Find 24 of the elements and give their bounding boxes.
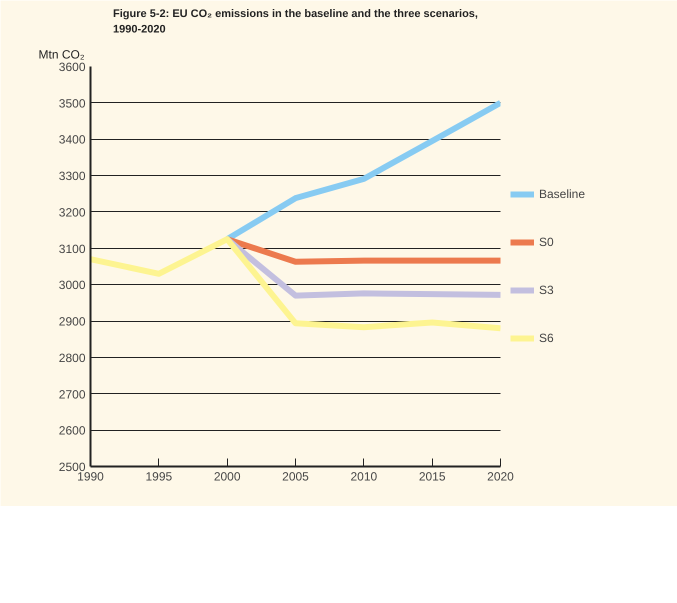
y-tick-label: 2600: [58, 424, 86, 438]
x-tick-label: 2000: [214, 470, 241, 484]
y-tick-label: 3400: [58, 132, 86, 147]
legend-label: S6: [539, 331, 555, 345]
y-tick-label: 3600: [58, 60, 86, 74]
x-tick-label: 2015: [418, 470, 446, 484]
chart-title: Figure 5-2: EU CO₂ emissions in the baseline and the three scenarios, 1990-2020: [113, 8, 478, 36]
y-tick-label: 3100: [58, 242, 86, 256]
x-tick-label: 2010: [350, 470, 378, 484]
x-tick-label: 1990: [77, 470, 104, 484]
x-tick-label: 2005: [282, 470, 310, 484]
x-tick-label: 2020: [487, 470, 514, 484]
y-tick-label: 2800: [58, 350, 86, 365]
y-tick-label: 3200: [58, 205, 86, 220]
y-tick-label: 3500: [58, 96, 86, 110]
legend-label: S0: [539, 235, 555, 249]
y-tick-label: 2900: [58, 314, 86, 329]
legend-label: Baseline: [539, 187, 586, 201]
y-tick-label: 3300: [58, 169, 86, 184]
x-tick-label: 1995: [145, 470, 173, 484]
y-tick-label: 2700: [58, 387, 86, 402]
legend-label: S3: [539, 283, 555, 297]
y-tick-label: 3000: [58, 278, 86, 292]
y-axis-title: Mtn CO₂: [38, 48, 85, 62]
